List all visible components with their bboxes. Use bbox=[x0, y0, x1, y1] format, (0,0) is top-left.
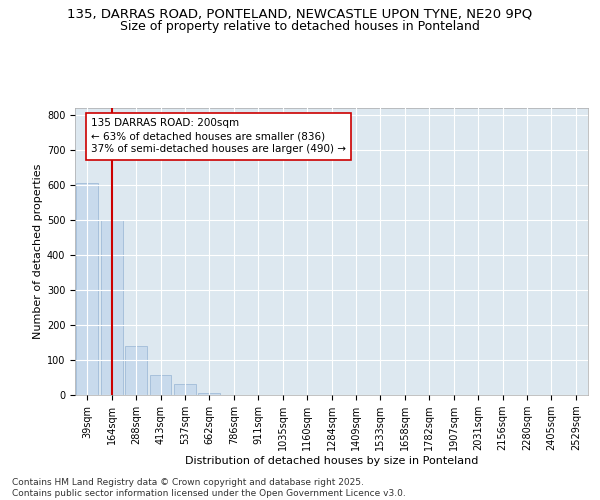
Text: 135, DARRAS ROAD, PONTELAND, NEWCASTLE UPON TYNE, NE20 9PQ: 135, DARRAS ROAD, PONTELAND, NEWCASTLE U… bbox=[67, 8, 533, 20]
Text: Contains HM Land Registry data © Crown copyright and database right 2025.
Contai: Contains HM Land Registry data © Crown c… bbox=[12, 478, 406, 498]
Y-axis label: Number of detached properties: Number of detached properties bbox=[32, 164, 43, 339]
Bar bbox=[101, 220, 122, 395]
Bar bbox=[199, 392, 220, 395]
Bar bbox=[174, 384, 196, 395]
Text: Size of property relative to detached houses in Ponteland: Size of property relative to detached ho… bbox=[120, 20, 480, 33]
Bar bbox=[149, 374, 172, 395]
X-axis label: Distribution of detached houses by size in Ponteland: Distribution of detached houses by size … bbox=[185, 456, 478, 466]
Text: 135 DARRAS ROAD: 200sqm
← 63% of detached houses are smaller (836)
37% of semi-d: 135 DARRAS ROAD: 200sqm ← 63% of detache… bbox=[91, 118, 346, 154]
Bar bbox=[76, 182, 98, 395]
Bar bbox=[125, 346, 147, 395]
